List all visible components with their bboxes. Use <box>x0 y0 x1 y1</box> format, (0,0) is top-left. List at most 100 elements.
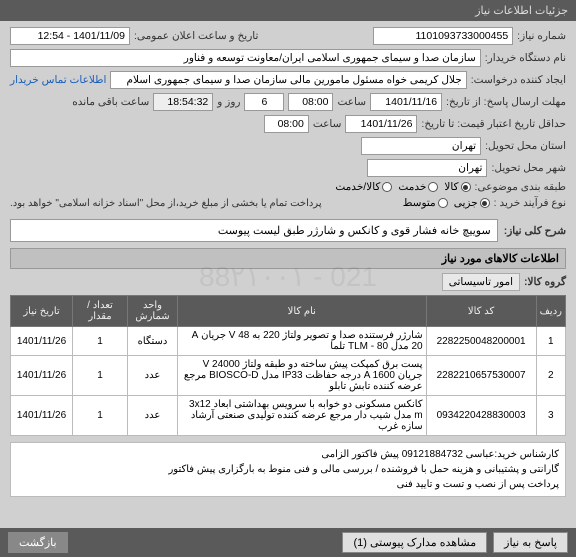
label-credit-expiry: حداقل تاریخ اعتبار قیمت: تا تاریخ: <box>421 118 566 130</box>
radio-label: خدمت <box>398 181 426 193</box>
radio-label: کالا/خدمت <box>335 181 380 193</box>
table-cell: 1 <box>73 327 128 356</box>
footer-note-line: گارانتی و پشتیبانی و هزینه حمل با فروشند… <box>17 462 559 477</box>
table-row[interactable]: 12282250048200001شارژر فرستنده صدا و تصو… <box>11 327 566 356</box>
table-cell: شارژر فرستنده صدا و تصویر ولتاژ 220 به V… <box>178 327 427 356</box>
radio-category[interactable]: خدمت <box>398 181 438 193</box>
label-remaining: ساعت باقی مانده <box>72 96 149 108</box>
table-col-header: کد کالا <box>426 296 536 327</box>
radio-circle-icon <box>438 198 448 208</box>
radio-purchase-type[interactable]: متوسط <box>403 197 448 209</box>
table-cell: 2282250048200001 <box>426 327 536 356</box>
details-panel: شماره نیاز: 1101093733000455 تاریخ و ساع… <box>0 21 576 503</box>
label-requester: ایجاد کننده درخواست: <box>471 74 566 86</box>
label-purchase-type: نوع فرآیند خرید : <box>494 197 566 209</box>
table-col-header: تاریخ نیاز <box>11 296 73 327</box>
attachments-button[interactable]: مشاهده مدارک پیوستی (1) <box>342 532 487 553</box>
radio-group-purchase: جزیی متوسط <box>403 197 490 209</box>
link-contact-buyer[interactable]: اطلاعات تماس خریدار <box>10 74 106 86</box>
field-deadline-days: 6 <box>244 93 284 111</box>
table-col-header: ردیف <box>536 296 565 327</box>
table-cell: 1401/11/26 <box>11 396 73 436</box>
section-items-header: اطلاعات کالاهای مورد نیاز <box>10 248 566 269</box>
row-item-group: گروه کالا: امور تاسیساتی <box>10 273 566 291</box>
field-buyer-org: سازمان صدا و سیمای جمهوری اسلامی ایران/م… <box>10 49 481 67</box>
field-delivery-city: تهران <box>367 159 487 177</box>
back-button[interactable]: بازگشت <box>8 532 68 553</box>
label-day-and: روز و <box>217 96 240 108</box>
label-category: طبقه بندی موضوعی: <box>475 181 566 193</box>
table-col-header: واحد شمارش <box>128 296 178 327</box>
radio-circle-icon <box>480 198 490 208</box>
row-requester: ایجاد کننده درخواست: جلال کریمی خواه مسئ… <box>10 71 566 89</box>
field-deadline-time: 08:00 <box>288 93 333 111</box>
field-announce-date: 1401/11/09 - 12:54 <box>10 27 130 45</box>
label-delivery-city: شهر محل تحویل: <box>491 162 566 174</box>
table-cell: کانکس مسکونی دو خوابه با سرویس بهداشتی ا… <box>178 396 427 436</box>
table-header-row: ردیفکد کالانام کالاواحد شمارشتعداد / مقد… <box>11 296 566 327</box>
field-credit-date: 1401/11/26 <box>345 115 417 133</box>
field-deadline-date: 1401/11/16 <box>370 93 442 111</box>
row-general-desc: شرح کلی نیاز: سوییچ خانه فشار قوی و کانک… <box>10 219 566 242</box>
row-req-number: شماره نیاز: 1101093733000455 تاریخ و ساع… <box>10 27 566 45</box>
respond-button[interactable]: پاسخ به نیاز <box>493 532 568 553</box>
table-col-header: تعداد / مقدار <box>73 296 128 327</box>
table-cell: 1 <box>536 327 565 356</box>
field-credit-time: 08:00 <box>264 115 309 133</box>
table-cell: 1 <box>73 356 128 396</box>
label-deadline-time: ساعت <box>337 96 366 108</box>
table-cell: 1401/11/26 <box>11 327 73 356</box>
radio-purchase-type[interactable]: جزیی <box>454 197 490 209</box>
table-cell: دستگاه <box>128 327 178 356</box>
footer-note-line: پرداخت پس از نصب و تست و تایید فنی <box>17 477 559 492</box>
label-req-number: شماره نیاز: <box>517 30 566 42</box>
bottom-bar: پاسخ به نیاز مشاهده مدارک پیوستی (1) باز… <box>0 528 576 557</box>
radio-category[interactable]: کالا/خدمت <box>335 181 392 193</box>
row-buyer-org: نام دستگاه خریدار: سازمان صدا و سیمای جم… <box>10 49 566 67</box>
footer-note-line: کارشناس خرید:عباسی 09121884732 پیش فاکتو… <box>17 447 559 462</box>
row-delivery-city: شهر محل تحویل: تهران <box>10 159 566 177</box>
label-general-desc: شرح کلی نیاز: <box>504 225 566 237</box>
radio-circle-icon <box>382 182 392 192</box>
label-buyer-org: نام دستگاه خریدار: <box>485 52 566 64</box>
radio-circle-icon <box>428 182 438 192</box>
label-announce-date: تاریخ و ساعت اعلان عمومی: <box>134 30 258 42</box>
label-item-group: گروه کالا: <box>524 276 566 288</box>
items-table: ردیفکد کالانام کالاواحد شمارشتعداد / مقد… <box>10 295 566 436</box>
title-text: جزئیات اطلاعات نیاز <box>475 5 568 17</box>
radio-label: جزیی <box>454 197 478 209</box>
row-delivery-province: استان محل تحویل: تهران <box>10 137 566 155</box>
label-delivery-province: استان محل تحویل: <box>485 140 566 152</box>
field-requester: جلال کریمی خواه مسئول مامورین مالی سازما… <box>110 71 466 89</box>
table-cell: 1401/11/26 <box>11 356 73 396</box>
radio-label: کالا <box>444 181 458 193</box>
radio-category[interactable]: کالا <box>444 181 470 193</box>
label-credit-time: ساعت <box>313 118 342 130</box>
table-row[interactable]: 22282210657530007پست برق کمپکت پیش ساخته… <box>11 356 566 396</box>
table-cell: 3 <box>536 396 565 436</box>
row-response-deadline: مهلت ارسال پاسخ: از تاریخ: 1401/11/16 سا… <box>10 93 566 111</box>
title-bar: جزئیات اطلاعات نیاز <box>0 0 576 21</box>
radio-circle-icon <box>461 182 471 192</box>
table-cell: 1 <box>73 396 128 436</box>
table-cell: 0934220428830003 <box>426 396 536 436</box>
field-countdown: 18:54:32 <box>153 93 213 111</box>
table-cell: عدد <box>128 396 178 436</box>
table-col-header: نام کالا <box>178 296 427 327</box>
table-cell: 2282210657530007 <box>426 356 536 396</box>
footer-notes: کارشناس خرید:عباسی 09121884732 پیش فاکتو… <box>10 442 566 497</box>
radio-label: متوسط <box>403 197 436 209</box>
note-purchase: پرداخت تمام یا بخشی از مبلغ خرید،از محل … <box>10 198 322 209</box>
field-delivery-province: تهران <box>361 137 481 155</box>
label-response-deadline: مهلت ارسال پاسخ: از تاریخ: <box>446 96 566 108</box>
table-cell: 2 <box>536 356 565 396</box>
field-general-desc: سوییچ خانه فشار قوی و کانکس و شارژر طبق … <box>10 219 498 242</box>
radio-group-category: کالا خدمت کالا/خدمت <box>335 181 470 193</box>
row-credit-expiry: حداقل تاریخ اعتبار قیمت: تا تاریخ: 1401/… <box>10 115 566 133</box>
field-item-group: امور تاسیساتی <box>442 273 520 291</box>
row-purchase-type: نوع فرآیند خرید : جزیی متوسط پرداخت تمام … <box>10 197 566 209</box>
row-category: طبقه بندی موضوعی: کالا خدمت کالا/خدمت <box>10 181 566 193</box>
table-cell: عدد <box>128 356 178 396</box>
field-req-number: 1101093733000455 <box>373 27 513 45</box>
table-row[interactable]: 30934220428830003کانکس مسکونی دو خوابه ب… <box>11 396 566 436</box>
